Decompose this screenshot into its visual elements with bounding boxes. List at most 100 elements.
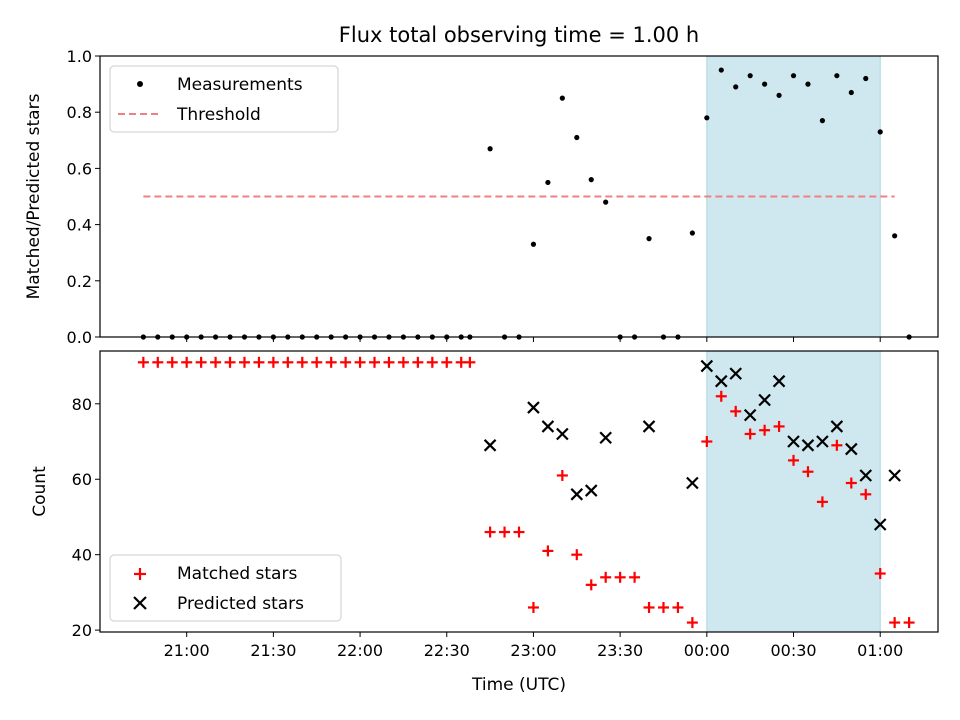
predicted-star-point <box>599 431 612 445</box>
legend-predicted-stars-marker <box>133 596 147 610</box>
predicted-star-point <box>743 408 757 422</box>
legend-matched-stars-label: Matched stars <box>177 564 297 584</box>
matched-star-point <box>166 356 178 368</box>
matched-star-point <box>715 390 727 402</box>
matched-star-point <box>556 469 568 481</box>
matched-star-point <box>585 579 597 591</box>
matched-star-point <box>426 356 438 368</box>
measurement-point <box>646 236 652 242</box>
matched-star-point <box>614 571 626 583</box>
legend-measurements-label: Measurements <box>177 75 303 95</box>
matched-star-point <box>831 439 843 451</box>
measurement-point <box>588 177 594 183</box>
predicted-star-point <box>888 469 901 482</box>
matched-star-point <box>224 356 236 368</box>
measurement-point <box>733 84 739 90</box>
bottom-x-tick-label: 01:00 <box>857 641 903 660</box>
predicted-star-point <box>830 420 844 433</box>
bottom-y-tick-label: 80 <box>72 395 92 414</box>
matched-star-point <box>860 488 872 500</box>
predicted-star-point <box>873 518 887 531</box>
matched-star-point <box>788 454 800 466</box>
matched-star-point <box>845 477 857 489</box>
measurement-point <box>892 233 898 239</box>
bottom-plot-frame <box>99 350 939 633</box>
predicted-star-point <box>845 442 858 456</box>
measurement-point <box>545 179 551 186</box>
measurement-point <box>790 73 797 79</box>
matched-star-point <box>744 428 756 440</box>
legend-measurements-marker <box>137 81 143 87</box>
bottom-x-tick-label: 23:00 <box>510 641 556 660</box>
measurement-point <box>848 89 854 96</box>
matched-star-point <box>311 356 323 368</box>
bottom-x-tick-label: 23:30 <box>597 641 643 660</box>
predicted-star-point <box>772 374 786 388</box>
bottom-legend-box <box>109 554 342 622</box>
measurement-point <box>877 129 883 135</box>
matched-star-point <box>889 617 901 629</box>
predicted-star-point <box>801 439 815 452</box>
matched-star-point <box>412 356 424 368</box>
measurement-point <box>704 115 710 121</box>
predicted-star-point <box>758 393 771 407</box>
matched-star-point <box>441 356 453 368</box>
matched-star-point <box>383 356 395 368</box>
matched-star-point <box>325 356 337 368</box>
predicted-star-point <box>584 484 598 497</box>
matched-star-point <box>253 356 265 368</box>
bottom-x-tick-label: 22:00 <box>337 641 383 660</box>
bottom-x-tick-label: 21:30 <box>250 641 296 660</box>
matched-star-point <box>643 601 655 613</box>
matched-star-point <box>137 356 149 368</box>
predicted-star-point <box>527 401 540 414</box>
measurement-point <box>530 241 537 247</box>
top-legend-box <box>109 65 339 133</box>
bottom-y-tick-label: 60 <box>72 470 92 489</box>
bottom-y-tick-label: 20 <box>72 621 92 640</box>
top-y-tick-label: 0.0 <box>67 328 92 347</box>
matched-star-point <box>874 568 886 580</box>
matched-star-point <box>672 601 684 613</box>
measurement-point <box>863 75 869 82</box>
matched-star-point <box>238 356 250 368</box>
measurement-point <box>762 81 768 87</box>
predicted-star-point <box>570 488 584 501</box>
matched-star-point <box>181 356 193 368</box>
matched-star-point <box>152 356 164 368</box>
top-y-tick-label: 0.2 <box>67 272 92 291</box>
matched-star-point <box>571 549 583 561</box>
predicted-star-point <box>816 435 829 448</box>
measurement-point <box>834 73 840 79</box>
matched-star-point <box>629 571 641 583</box>
legend-threshold-label: Threshold <box>176 105 261 125</box>
bottom-x-tick-label: 21:00 <box>164 641 210 660</box>
measurement-point <box>689 230 695 236</box>
measurement-point <box>747 73 753 79</box>
predicted-star-point <box>483 439 497 452</box>
measurement-point <box>574 134 580 141</box>
measurement-point <box>718 67 724 73</box>
legend-matched-stars-marker <box>134 568 146 580</box>
matched-star-point <box>513 526 525 538</box>
matched-star-point <box>816 496 828 508</box>
predicted-star-point <box>642 420 656 433</box>
bottom-x-tick-label: 00:00 <box>684 641 730 660</box>
top-y-tick-label: 0.4 <box>67 216 92 235</box>
matched-star-point <box>527 601 539 613</box>
bottom-x-tick-label: 22:30 <box>424 641 470 660</box>
matched-star-point <box>730 405 742 417</box>
predicted-star-point <box>700 359 714 373</box>
measurement-point <box>776 92 782 98</box>
matched-star-point <box>701 436 713 448</box>
matched-star-point <box>282 356 294 368</box>
matched-star-point <box>369 356 381 368</box>
predicted-star-point <box>686 476 699 490</box>
top-y-tick-label: 0.8 <box>67 103 92 122</box>
measurement-point <box>559 95 565 101</box>
matched-star-point <box>759 424 771 436</box>
top-plot-frame <box>99 55 939 338</box>
predicted-star-point <box>541 420 555 433</box>
bottom-x-tick-label: 00:30 <box>770 641 816 660</box>
